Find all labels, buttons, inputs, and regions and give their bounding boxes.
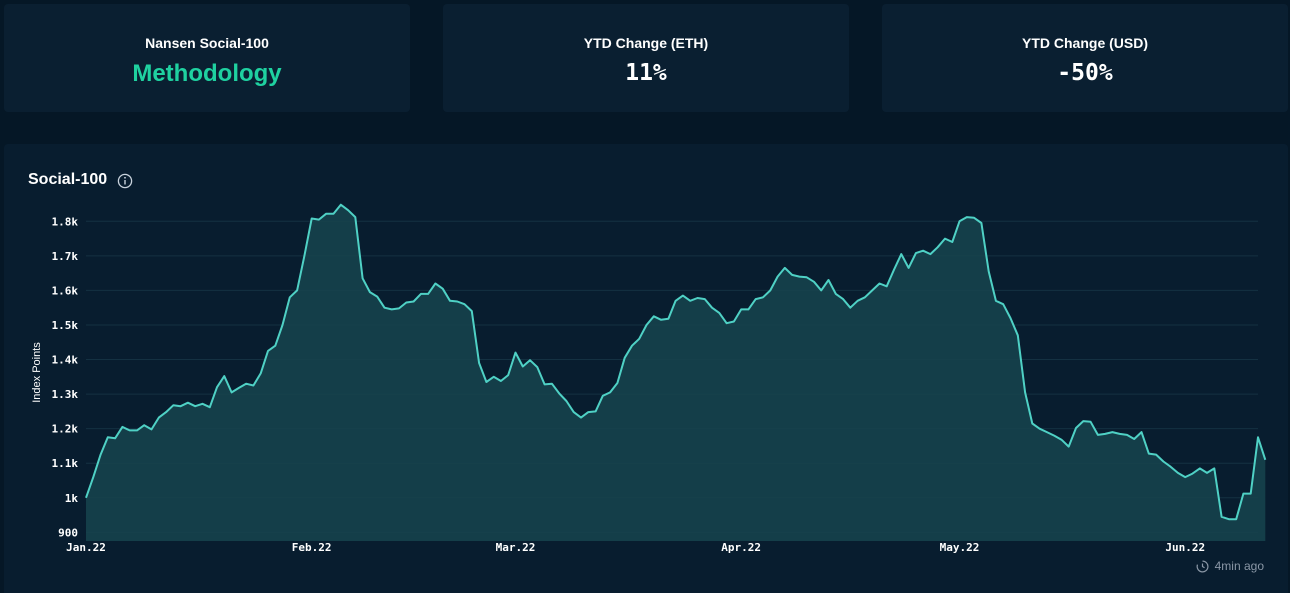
stat-value: -50% <box>1057 60 1113 86</box>
clock-icon <box>1196 560 1209 572</box>
y-tick-label: 1.1k <box>52 457 79 470</box>
stat-card-ytd-eth: YTD Change (ETH) 11% <box>443 4 849 112</box>
chart-title: Social-100 <box>28 171 108 188</box>
y-tick-label: 1.5k <box>52 319 79 332</box>
y-tick-label: 900 <box>58 526 78 539</box>
y-tick-label: 1.3k <box>52 388 79 401</box>
stat-card-methodology: Nansen Social-100 Methodology <box>4 4 410 112</box>
methodology-link[interactable]: Methodology <box>132 60 282 87</box>
chart-panel: 900 1k 1.1k 1.2k 1.3k 1.4k 1.5k 1.6k 1.7k 1.8k Jan… <box>4 144 1288 593</box>
series-area <box>86 204 1266 541</box>
y-tick-label: 1.8k <box>52 215 79 228</box>
x-tick-label: Jan.22 <box>66 541 106 554</box>
x-tick-label: Jun.22 <box>1165 541 1205 554</box>
x-tick-label: May.22 <box>940 541 980 554</box>
x-tick-label: Apr.22 <box>721 541 761 554</box>
chart[interactable]: 900 1k 1.1k 1.2k 1.3k 1.4k 1.5k 1.6k 1.7k 1.8k Jan… <box>4 144 1288 593</box>
last-updated: 4min ago <box>1196 559 1264 573</box>
info-icon[interactable] <box>117 173 133 189</box>
stat-label: YTD Change (ETH) <box>583 35 709 51</box>
last-updated-text: 4min ago <box>1214 559 1264 573</box>
y-axis-label: Index Points <box>31 342 43 403</box>
stat-label: Nansen Social-100 <box>145 35 269 51</box>
y-tick-label: 1.7k <box>52 250 79 263</box>
y-tick-label: 1.4k <box>52 354 79 367</box>
stat-value: 11% <box>625 60 667 86</box>
series-line <box>85 203 1267 521</box>
stat-card-ytd-usd: YTD Change (USD) -50% <box>882 4 1288 112</box>
x-tick-label: Feb.22 <box>292 541 332 554</box>
y-tick-label: 1.6k <box>52 284 79 297</box>
stat-label: YTD Change (USD) <box>1022 35 1148 51</box>
x-tick-label: Mar.22 <box>496 541 536 554</box>
y-tick-label: 1k <box>65 492 79 505</box>
y-tick-label: 1.2k <box>52 423 79 436</box>
